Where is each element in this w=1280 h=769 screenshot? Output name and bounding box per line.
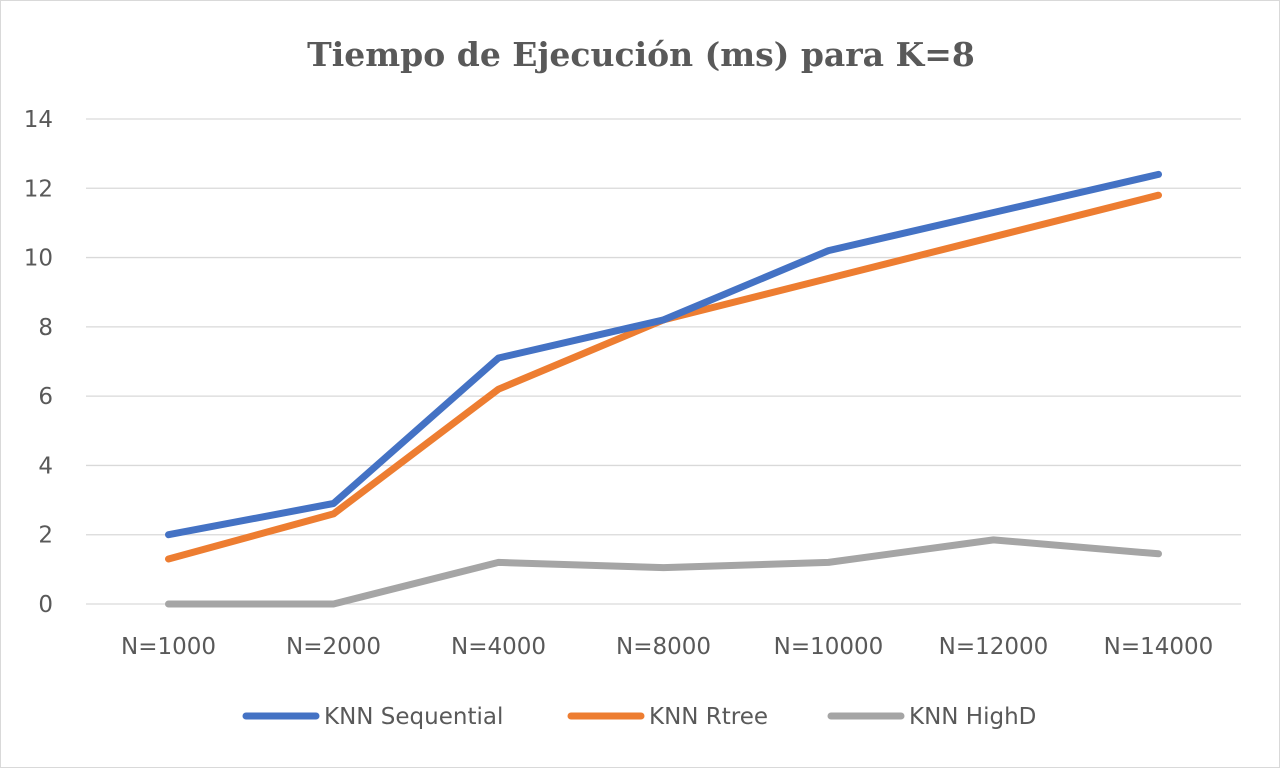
y-tick-label: 14 xyxy=(24,107,53,133)
x-axis-ticks: N=1000 N=2000 N=4000 N=8000 N=10000 N=12000 N=… xyxy=(121,634,1213,660)
y-tick-label: 4 xyxy=(38,453,53,479)
legend: KNN Sequential KNN Rtree KNN HighD xyxy=(242,704,1036,730)
y-tick-label: 0 xyxy=(38,592,53,618)
y-tick-label: 8 xyxy=(38,315,53,341)
x-tick-label: N=14000 xyxy=(1104,634,1214,660)
x-tick-label: N=10000 xyxy=(774,634,884,660)
x-tick-label: N=8000 xyxy=(616,634,711,660)
series-line-knn-highd xyxy=(165,536,1162,608)
y-tick-label: 2 xyxy=(38,523,53,549)
x-tick-label: N=4000 xyxy=(451,634,546,660)
series-lines xyxy=(165,170,1162,608)
x-tick-label: N=1000 xyxy=(121,634,216,660)
y-tick-label: 12 xyxy=(24,176,53,202)
series-line-knn-sequential xyxy=(165,170,1162,539)
chart-title: Tiempo de Ejecución (ms) para K=8 xyxy=(307,35,975,74)
y-tick-label: 10 xyxy=(24,246,53,272)
x-tick-label: N=12000 xyxy=(939,634,1049,660)
legend-label: KNN Sequential xyxy=(324,704,503,730)
gridlines xyxy=(86,118,1241,605)
y-tick-label: 6 xyxy=(38,384,53,410)
x-tick-label: N=2000 xyxy=(286,634,381,660)
y-axis-ticks: 0 2 4 6 8 10 12 14 xyxy=(24,107,53,618)
legend-label: KNN Rtree xyxy=(649,704,768,730)
legend-label: KNN HighD xyxy=(909,704,1036,730)
